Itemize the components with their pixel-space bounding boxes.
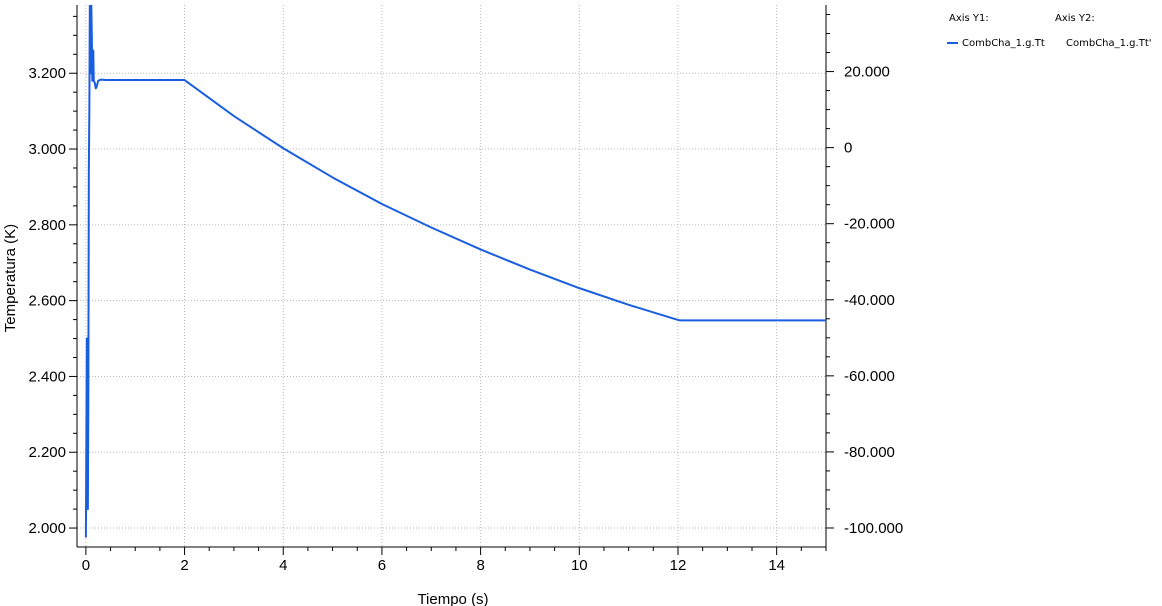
legend-axis-y2-header: Axis Y2: — [1055, 13, 1095, 24]
series-layer — [84, 5, 826, 538]
y-axis-title: Temperatura (K) — [2, 224, 19, 332]
x-tick-label: 6 — [378, 557, 386, 574]
y-tick-label: 3.000 — [28, 141, 66, 158]
y-tick-label: 2.200 — [28, 444, 66, 461]
y2-tick-label: -40.000 — [844, 292, 895, 309]
y-tick-label: 2.800 — [28, 217, 66, 234]
x-tick-label: 12 — [670, 557, 687, 574]
x-tick-label: 8 — [476, 557, 484, 574]
legend: Axis Y1: Axis Y2: CombCha_1.g.Tt CombCha… — [946, 10, 1156, 70]
legend-axis-y1-header: Axis Y1: — [949, 13, 989, 24]
x-tick-label: 4 — [279, 557, 287, 574]
legend-item-y2-label: CombCha_1.g.Tt' — [1066, 38, 1152, 49]
x-tick-label: 14 — [768, 557, 785, 574]
legend-item-y2[interactable]: CombCha_1.g.Tt' — [1066, 38, 1151, 49]
y2-tick-label: -80.000 — [844, 444, 895, 461]
y-tick-label: 2.600 — [28, 293, 66, 310]
x-tick-label: 0 — [82, 557, 90, 574]
series-line-CombCha_1.g.Tt — [84, 5, 826, 538]
y2-tick-label: 0 — [844, 140, 852, 157]
y-tick-label: 2.400 — [28, 368, 66, 385]
legend-item-y1[interactable]: CombCha_1.g.Tt — [947, 38, 1045, 49]
x-tick-label: 2 — [180, 557, 188, 574]
legend-swatch — [947, 42, 958, 44]
y2-tick-label: 20.000 — [844, 64, 890, 81]
y2-tick-label: -20.000 — [844, 216, 895, 233]
axes: 0 2 4 6 8 10 12 14 2.000 2.200 2.400 2.600 2.800 3.00… — [28, 5, 903, 574]
y2-tick-label: -60.000 — [844, 368, 895, 385]
x-axis-title: Tiempo (s) — [417, 591, 488, 606]
y-tick-label: 3.200 — [28, 65, 66, 82]
y-tick-label: 2.000 — [28, 520, 66, 537]
y2-tick-label: -100.000 — [844, 520, 903, 537]
legend-item-y1-label: CombCha_1.g.Tt — [962, 38, 1045, 49]
grid — [77, 5, 826, 547]
x-tick-label: 10 — [571, 557, 588, 574]
